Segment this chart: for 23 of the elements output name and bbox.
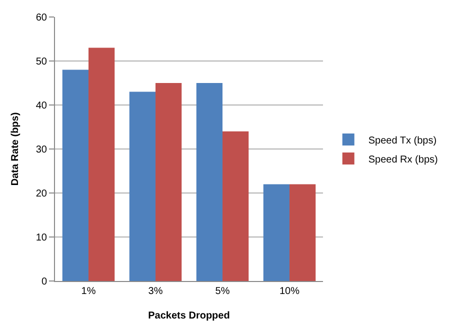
- legend-label: Speed Rx (bps): [368, 154, 438, 166]
- y-tick-label: 50: [36, 56, 48, 68]
- y-tick-label: 20: [36, 188, 48, 200]
- y-tick-label: 10: [36, 232, 48, 244]
- bar: [156, 83, 182, 281]
- bar: [196, 83, 222, 281]
- x-tick-label: 1%: [81, 286, 96, 297]
- y-tick-label: 30: [36, 144, 48, 156]
- x-tick-label: 5%: [215, 286, 230, 297]
- bar: [290, 184, 316, 281]
- bar: [62, 70, 88, 281]
- bar: [88, 48, 115, 281]
- legend-label: Speed Tx (bps): [368, 135, 437, 146]
- x-tick-label: 10%: [279, 286, 300, 297]
- y-tick-label: 40: [36, 100, 48, 112]
- bar: [222, 131, 249, 281]
- bar: [129, 92, 156, 281]
- bar: [263, 184, 290, 281]
- x-axis-title: Packets Dropped: [148, 310, 230, 322]
- y-tick-label: 0: [41, 276, 48, 288]
- x-tick-label: 3%: [148, 286, 163, 297]
- y-axis-title: Data Rate (bps): [10, 112, 21, 186]
- y-tick-label: 60: [36, 12, 48, 24]
